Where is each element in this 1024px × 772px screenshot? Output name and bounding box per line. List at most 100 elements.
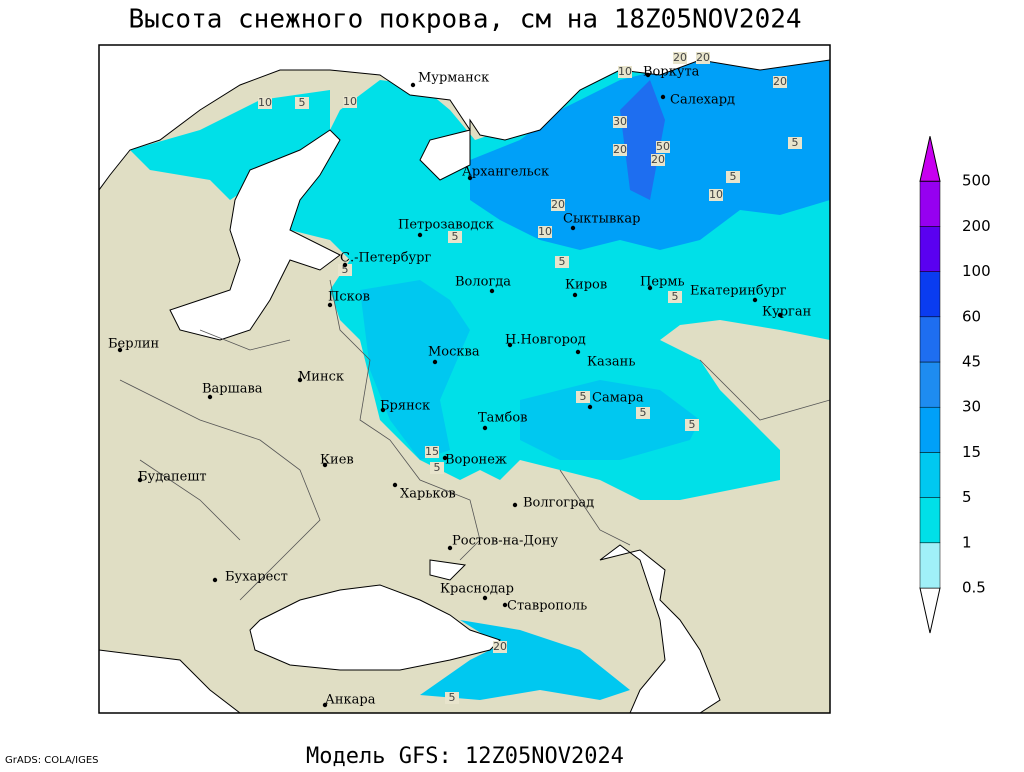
city-label: Сыктывкар [563, 212, 640, 227]
city-label: Анкара [325, 693, 376, 708]
caspian-sea [599, 544, 721, 713]
contour-label: 10 [258, 96, 272, 109]
city-label: Воронеж [445, 453, 507, 468]
contour-label-box [343, 96, 357, 108]
city-label: Вологда [455, 275, 511, 290]
legend-label: 30 [962, 398, 981, 416]
city-label: Москва [428, 345, 480, 360]
contour-label: 20 [551, 198, 565, 211]
city-dot [137, 477, 143, 483]
city-label: Волгоград [523, 496, 594, 511]
city-dot [342, 262, 348, 268]
legend-label: 1 [962, 533, 972, 551]
contour-label-box [445, 692, 459, 704]
city-dot [380, 407, 386, 413]
city-dot [572, 292, 578, 298]
city-label: Н.Новгород [505, 333, 586, 348]
contour-label: 20 [613, 143, 627, 156]
contour-label: 10 [709, 188, 723, 201]
legend-label: 45 [962, 353, 981, 371]
contour-label-box [618, 66, 632, 78]
city-dot [645, 72, 651, 78]
legend-label: 60 [962, 307, 981, 325]
contour-label: 5 [342, 263, 349, 276]
contour-label-box [425, 446, 439, 458]
city-dot [442, 455, 448, 461]
city-label: Минск [298, 370, 344, 385]
credit: GrADS: COLA/IGES [5, 755, 99, 766]
contour-label-box [656, 141, 670, 153]
city-dot [587, 404, 593, 410]
contour-label: 5 [730, 170, 737, 183]
city-label: Екатеринбург [690, 284, 787, 299]
city-dot [507, 342, 513, 348]
city-label: Салехард [670, 93, 735, 108]
baltic-sea [169, 129, 341, 341]
city-label: Ставрополь [507, 599, 587, 614]
snow-area [360, 280, 470, 460]
contour-label-box [668, 291, 682, 303]
legend-swatch [919, 226, 941, 272]
city-dot [327, 302, 333, 308]
snow-area [520, 380, 700, 460]
legend-label: 5 [962, 488, 972, 506]
city-label: С.-Петербург [340, 251, 432, 266]
city-dot [482, 425, 488, 431]
contour-label-box [448, 231, 462, 243]
city-dot [570, 225, 576, 231]
city-dot [489, 288, 495, 294]
title: Высота снежного покрова, см на 18Z05NOV2… [128, 5, 801, 35]
snow-area [620, 80, 665, 200]
contour-label-box [338, 264, 352, 276]
city-dot [752, 297, 758, 303]
contour-label-box [613, 144, 627, 156]
city-dot [660, 94, 666, 100]
contour-label: 15 [425, 445, 439, 458]
contour-label-box [726, 171, 740, 183]
snow-area [130, 90, 330, 200]
city-label: Самара [592, 391, 644, 406]
contour-label: 5 [672, 290, 679, 303]
city-label: Бухарест [225, 570, 288, 585]
city-dot [297, 377, 303, 383]
legend-label: 200 [962, 217, 991, 235]
arctic-sea [99, 45, 830, 191]
contour-label: 20 [651, 153, 665, 166]
legend-label: 0.5 [962, 579, 986, 597]
city-dot [482, 595, 488, 601]
contour-label: 20 [696, 51, 710, 64]
city-label: Варшава [202, 382, 263, 397]
contour-label-box [773, 76, 787, 88]
legend-high-triangle [919, 136, 941, 182]
contour-label: 10 [343, 95, 357, 108]
city-dot [207, 394, 213, 400]
contour-label-box [576, 391, 590, 403]
contour-label-box [685, 419, 699, 431]
contour-label: 5 [580, 390, 587, 403]
contour-label: 20 [773, 75, 787, 88]
legend-swatch [919, 452, 941, 498]
legend-swatch [919, 180, 941, 227]
contour-label-box [636, 407, 650, 419]
contour-label-box [651, 154, 665, 166]
snow-area [420, 620, 630, 700]
subtitle: Модель GFS: 12Z05NOV2024 [306, 744, 624, 768]
contour-label-box [430, 462, 444, 474]
city-dot [417, 232, 423, 238]
contour-label-box [555, 256, 569, 268]
city-dot [410, 82, 416, 88]
city-dot [647, 285, 653, 291]
azov-sea [429, 559, 467, 581]
city-label: Киров [565, 278, 607, 293]
legend-swatch [919, 361, 941, 408]
contour-label-box [538, 226, 552, 238]
contour-label-box [295, 97, 309, 109]
borders [119, 279, 830, 601]
city-dot [322, 702, 328, 708]
contour-label-box [258, 97, 272, 109]
city-label: Краснодар [440, 582, 514, 597]
contour-label-box [696, 52, 710, 64]
city-dot [502, 602, 508, 608]
